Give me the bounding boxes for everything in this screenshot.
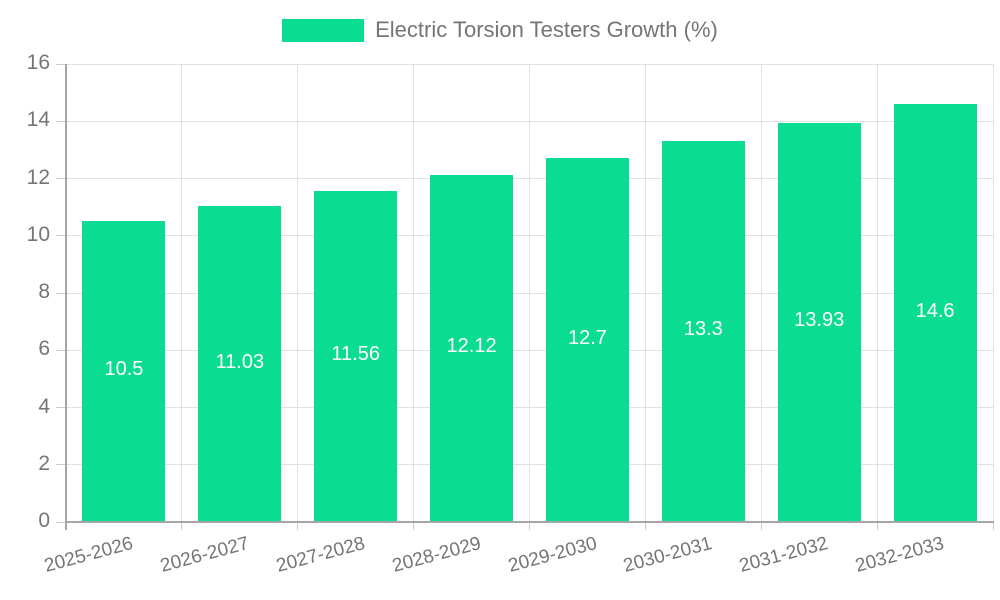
x-tick — [992, 522, 994, 530]
x-axis-label: 2030-2031 — [621, 533, 715, 577]
x-tick — [760, 522, 762, 530]
gridline-x — [297, 64, 299, 522]
y-axis-line — [65, 64, 67, 530]
bar-value-label: 12.12 — [446, 335, 497, 358]
bar-value-label: 11.56 — [331, 343, 380, 366]
bar-value-label: 14.6 — [915, 299, 955, 322]
y-tick — [56, 292, 66, 294]
bar — [661, 141, 745, 521]
bar-value-label: 13.3 — [683, 318, 723, 341]
x-axis-label: 2029-2030 — [505, 533, 599, 577]
x-tick — [644, 522, 646, 530]
y-axis-label: 2 — [38, 451, 50, 475]
x-tick — [529, 522, 530, 530]
legend-label: Electric Torsion Testers Growth (%) — [375, 17, 718, 42]
y-tick — [56, 464, 66, 466]
y-axis-label: 14 — [26, 108, 50, 132]
y-tick — [56, 120, 66, 122]
bar-value-label: 13.93 — [794, 309, 845, 332]
y-tick — [56, 235, 66, 237]
gridline-x — [413, 64, 415, 522]
bar — [777, 123, 861, 521]
y-tick — [56, 521, 66, 523]
bar-value-label: 11.03 — [215, 350, 265, 373]
x-tick — [297, 522, 299, 530]
bar-value-label: 12.7 — [567, 326, 607, 349]
bar — [82, 221, 166, 521]
y-tick — [56, 178, 66, 179]
bar — [545, 158, 629, 521]
x-tick — [181, 522, 183, 530]
gridline-x — [644, 64, 646, 522]
y-axis-label: 10 — [26, 222, 50, 246]
bar — [314, 191, 398, 521]
gridline-x — [760, 64, 762, 522]
y-axis-label: 4 — [38, 394, 50, 418]
bar — [198, 206, 282, 521]
x-tick — [876, 522, 878, 530]
x-axis-line — [65, 521, 994, 523]
x-axis-label: 2032-2033 — [853, 533, 947, 577]
bar — [430, 175, 514, 521]
x-axis-label: 2025-2026 — [42, 533, 136, 577]
gridline-x — [181, 64, 183, 522]
gridline-x — [529, 64, 530, 522]
x-axis-label: 2028-2029 — [389, 533, 483, 577]
y-axis-label: 16 — [26, 51, 50, 74]
gridline-x — [992, 64, 994, 522]
x-axis-label: 2026-2027 — [158, 533, 252, 577]
x-tick — [413, 522, 415, 530]
gridline-x — [876, 64, 878, 522]
y-tick — [56, 407, 66, 408]
y-axis-label: 8 — [38, 280, 50, 303]
y-tick — [56, 63, 66, 65]
y-axis-label: 12 — [26, 165, 50, 189]
bar-value-label: 10.5 — [104, 358, 144, 381]
x-axis-label: 2027-2028 — [273, 533, 368, 577]
x-axis-label: 2031-2032 — [737, 533, 831, 577]
legend: Electric Torsion Testers Growth (%) — [0, 17, 1000, 43]
legend-item[interactable]: Electric Torsion Testers Growth (%) — [282, 17, 718, 43]
y-axis-label: 0 — [38, 509, 50, 532]
y-axis-label: 6 — [38, 337, 50, 361]
y-tick — [56, 349, 66, 351]
legend-swatch — [282, 18, 365, 42]
bar — [893, 104, 977, 521]
